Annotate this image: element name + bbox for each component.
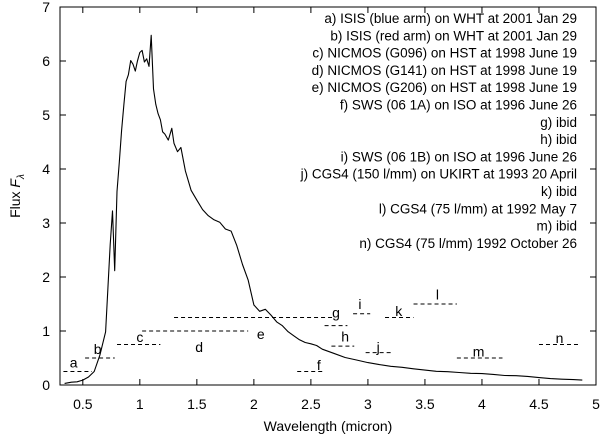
legend-entry: h) ibid bbox=[540, 132, 577, 147]
y-tick-label: 7 bbox=[42, 0, 50, 15]
y-axis-label-subscript: λ bbox=[16, 174, 27, 180]
segment-label-j: j bbox=[376, 339, 380, 355]
x-tick-label: 2.5 bbox=[301, 396, 321, 412]
segment-label-d: d bbox=[195, 339, 203, 355]
x-tick-label: 1.5 bbox=[187, 396, 207, 412]
y-tick-label: 0 bbox=[42, 377, 50, 393]
y-tick-label: 6 bbox=[42, 53, 50, 69]
x-tick-label: 3.5 bbox=[415, 396, 435, 412]
x-tick-label: 1 bbox=[136, 396, 144, 412]
legend-entry: k) ibid bbox=[541, 184, 577, 199]
legend-entry: a) ISIS (blue arm) on WHT at 2001 Jan 29 bbox=[324, 11, 577, 26]
y-tick-label: 5 bbox=[42, 107, 50, 123]
x-tick-label: 2 bbox=[250, 396, 258, 412]
x-tick-label: 0.5 bbox=[73, 396, 93, 412]
segment-label-i: i bbox=[358, 296, 361, 312]
segment-label-b: b bbox=[94, 341, 102, 357]
segment-label-l: l bbox=[436, 286, 439, 302]
y-axis-label-prefix: Flux bbox=[7, 188, 23, 218]
plot-frame bbox=[59, 6, 597, 386]
legend-entry: f) SWS (06 1A) on ISO at 1996 June 26 bbox=[340, 98, 577, 113]
segment-label-n: n bbox=[556, 330, 564, 346]
segment-label-a: a bbox=[70, 354, 78, 370]
y-axis-label: Flux Fλ bbox=[7, 174, 27, 218]
segment-label-e: e bbox=[257, 326, 265, 342]
x-tick-label: 3 bbox=[364, 396, 372, 412]
legend: a) ISIS (blue arm) on WHT at 2001 Jan 29… bbox=[300, 11, 577, 251]
legend-entry: l) CGS4 (75 l/mm) at 1992 May 7 bbox=[379, 201, 577, 216]
x-axis: 0.5 1 1.5 2 2.5 3 3.5 4 4.5 5 bbox=[73, 7, 600, 412]
x-tick-label: 4.5 bbox=[529, 396, 549, 412]
segment-label-f: f bbox=[317, 357, 321, 373]
segment-label-h: h bbox=[341, 328, 349, 344]
legend-entry: g) ibid bbox=[540, 115, 577, 130]
legend-entry: b) ISIS (red arm) on WHT at 2001 Jan 29 bbox=[330, 28, 577, 43]
x-axis-label: Wavelength (micron) bbox=[264, 418, 393, 434]
legend-entry: c) NICMOS (G096) on HST at 1998 June 19 bbox=[312, 46, 577, 61]
y-tick-label: 1 bbox=[42, 323, 50, 339]
segment-label-g: g bbox=[332, 305, 340, 321]
spectrum-layer bbox=[64, 34, 583, 384]
legend-entry: j) CGS4 (150 l/mm) on UKIRT at 1993 20 A… bbox=[300, 167, 577, 182]
spectrum-line bbox=[64, 34, 583, 384]
legend-entry: n) CGS4 (75 l/mm) 1992 October 26 bbox=[359, 236, 577, 251]
legend-entry: e) NICMOS (G206) on HST at 1998 June 19 bbox=[312, 80, 577, 95]
legend-entry: i) SWS (06 1B) on ISO at 1996 June 26 bbox=[341, 149, 577, 164]
y-axis-label-symbol: F bbox=[7, 178, 23, 188]
instrument-segments: ab c d e f ghi j k l m n bbox=[63, 286, 579, 373]
x-tick-label: 5 bbox=[592, 396, 600, 412]
x-tick-label: 4 bbox=[478, 396, 486, 412]
y-tick-label: 3 bbox=[42, 215, 50, 231]
y-tick-label: 2 bbox=[42, 269, 50, 285]
segment-label-m: m bbox=[473, 344, 485, 360]
segment-label-c: c bbox=[136, 329, 143, 345]
segment-label-k: k bbox=[395, 303, 403, 319]
legend-entry: d) NICMOS (G141) on HST at 1998 June 19 bbox=[312, 63, 577, 78]
y-axis: 0 1 2 3 4 5 6 7 bbox=[42, 0, 596, 393]
legend-entry: m) ibid bbox=[536, 219, 577, 234]
y-tick-label: 4 bbox=[42, 161, 50, 177]
